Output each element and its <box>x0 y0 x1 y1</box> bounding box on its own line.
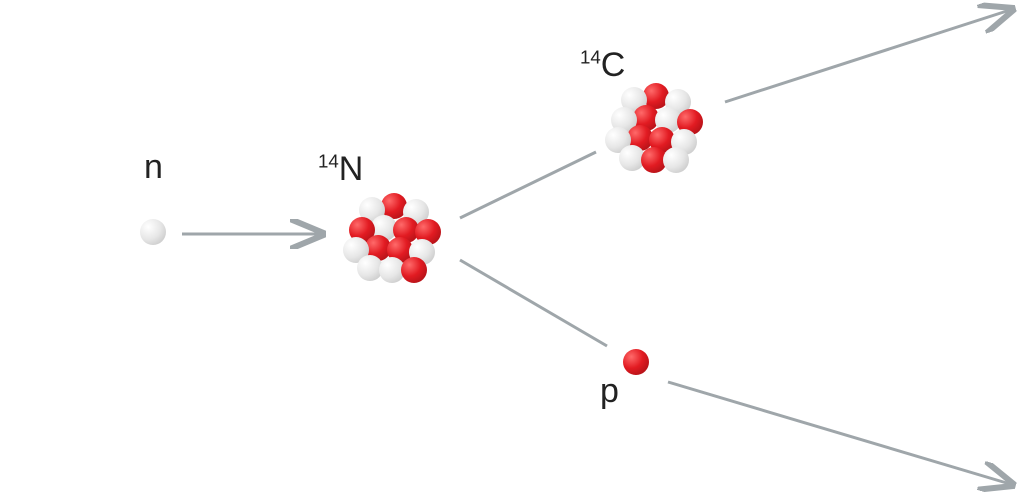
proton-label: p <box>600 372 619 411</box>
outgoing-proton <box>623 349 649 375</box>
neutron-label: n <box>144 148 163 187</box>
incoming-neutron <box>140 219 166 245</box>
neutron-nucleon <box>663 147 689 173</box>
proton-nucleon <box>401 257 427 283</box>
nitrogen-label: 14N <box>318 150 363 189</box>
reaction-arrows <box>0 0 1030 500</box>
carbon-label: 14C <box>580 46 625 85</box>
